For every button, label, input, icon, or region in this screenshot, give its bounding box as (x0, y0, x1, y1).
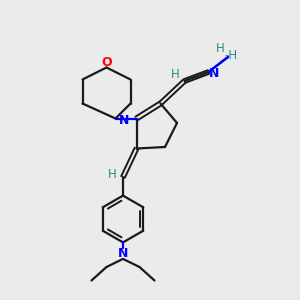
Text: H: H (108, 168, 117, 181)
Text: H: H (216, 42, 225, 55)
Text: N: N (209, 67, 219, 80)
Text: H: H (171, 68, 180, 81)
Text: -H: -H (224, 49, 238, 62)
Text: N: N (118, 247, 128, 260)
Text: O: O (101, 56, 112, 69)
Text: N: N (119, 113, 129, 127)
